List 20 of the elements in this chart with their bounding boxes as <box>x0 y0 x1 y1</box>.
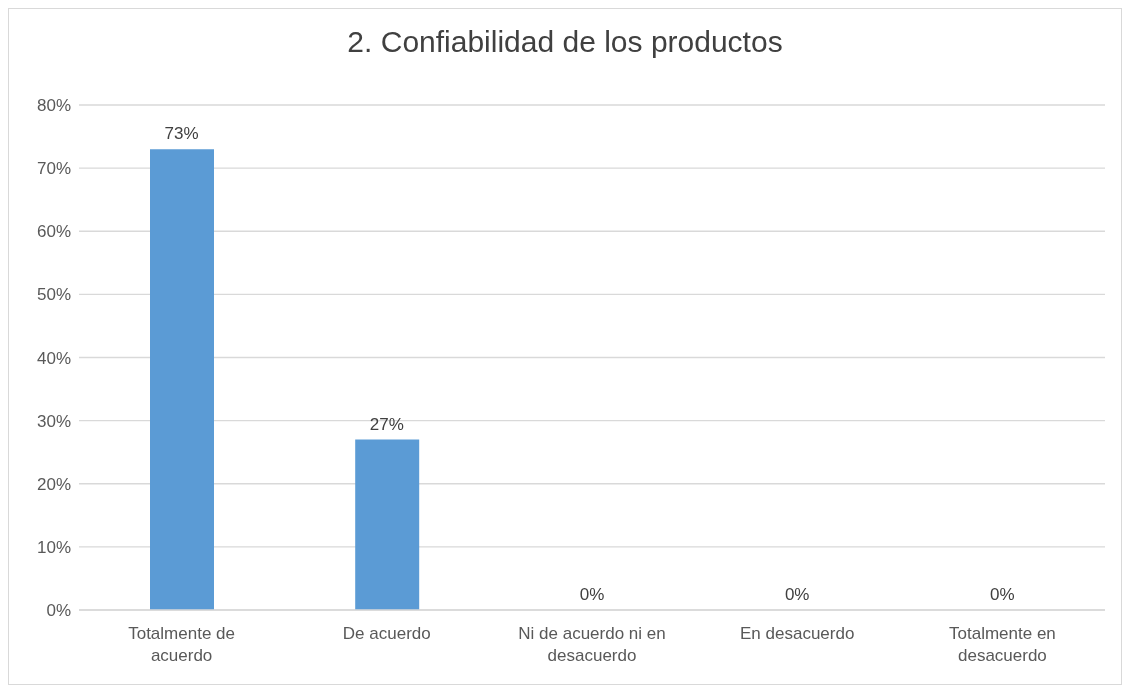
x-tick-label: Totalmente en desacuerdo <box>949 624 1056 665</box>
y-tick-label: 30% <box>36 411 71 431</box>
data-label: 73% <box>164 124 199 144</box>
x-tick-label: Ni de acuerdo ni en desacuerdo <box>518 624 666 665</box>
y-tick-label: 20% <box>36 474 71 494</box>
data-label: 27% <box>369 414 404 434</box>
chart-title: 2. Confiabilidad de los productos <box>346 24 784 60</box>
y-tick-label: 0% <box>46 601 71 621</box>
x-tick-label: Totalmente de acuerdo <box>128 624 235 665</box>
data-label: 0% <box>579 585 605 604</box>
x-tick-label: En desacuerdo <box>740 624 855 644</box>
data-label: 0% <box>990 585 1015 604</box>
y-tick-label: 80% <box>36 96 71 116</box>
y-tick-label: 10% <box>36 537 71 557</box>
data-label: 0% <box>784 585 810 604</box>
y-tick-label: 40% <box>36 348 71 368</box>
y-tick-label: 60% <box>36 222 71 242</box>
x-tick-label: De acuerdo <box>342 624 431 644</box>
y-tick-label: 50% <box>36 285 71 305</box>
y-tick-label: 70% <box>36 159 71 179</box>
